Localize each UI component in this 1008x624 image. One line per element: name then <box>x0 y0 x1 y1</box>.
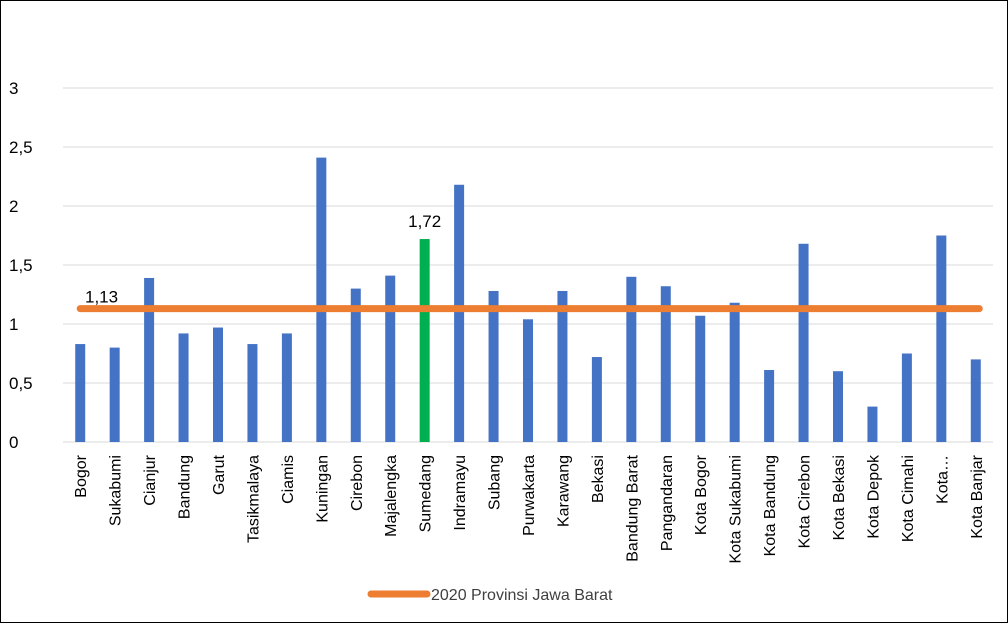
bar <box>695 315 706 442</box>
x-tick-label: Bandung Barat <box>624 454 641 561</box>
bar <box>591 357 602 442</box>
x-tick-label: Pangandaran <box>659 455 676 551</box>
bar <box>454 184 465 442</box>
x-tick-label: Sukabumi <box>108 455 125 526</box>
x-tick-label: Ciamis <box>280 455 297 504</box>
y-tick-label: 3 <box>9 79 18 98</box>
bar <box>867 406 878 442</box>
legend-label: 2020 Provinsi Jawa Barat <box>431 587 613 604</box>
x-tick-label: Kuningan <box>314 455 331 523</box>
bar <box>488 290 499 442</box>
x-tick-label: Kota Cimahi <box>900 455 917 542</box>
x-tick-label: Subang <box>487 455 504 510</box>
bar <box>764 370 775 442</box>
bar <box>523 319 533 442</box>
y-tick-label: 0,5 <box>9 374 33 393</box>
bar <box>936 235 947 442</box>
bar <box>144 277 155 442</box>
bar <box>660 286 671 442</box>
x-tick-label: Kota Banjar <box>969 454 986 538</box>
bar <box>901 353 912 442</box>
bar <box>626 276 637 442</box>
x-tick-label: Sumedang <box>418 455 435 532</box>
bar <box>109 347 120 442</box>
x-tick-label: Majalengka <box>383 455 400 537</box>
y-tick-label: 2,5 <box>9 138 33 157</box>
x-tick-label: Kota Sukabumi <box>728 455 745 564</box>
x-tick-label: Tasikmalaya <box>245 455 262 543</box>
bar <box>213 327 223 442</box>
x-tick-label: Kota Bekasi <box>831 455 848 540</box>
reference-line-label: 1,13 <box>85 288 118 307</box>
x-tick-label: Indramayu <box>452 455 469 531</box>
x-tick-label: Bandung <box>177 455 194 519</box>
x-tick-label: Garut <box>211 454 228 495</box>
bar <box>316 157 327 442</box>
x-tick-label: Bogor <box>73 454 90 497</box>
bar <box>350 288 361 442</box>
y-tick-label: 1 <box>9 315 18 334</box>
bar <box>729 302 740 442</box>
data-label: 1,72 <box>408 212 441 231</box>
bar <box>419 239 430 442</box>
y-tick-label: 2 <box>9 197 18 216</box>
bar <box>798 243 809 442</box>
x-tick-label: Kota Cirebon <box>797 455 814 548</box>
bar <box>833 371 843 442</box>
bar <box>970 359 981 442</box>
y-tick-label: 0 <box>9 433 18 452</box>
x-tick-label: Kota Bogor <box>693 454 710 535</box>
x-tick-label: Kota Bandung <box>762 455 779 556</box>
bar <box>75 344 86 442</box>
x-tick-label: Bekasi <box>590 455 607 503</box>
x-tick-label: Karawang <box>555 455 572 527</box>
x-tick-label: Cirebon <box>349 455 366 511</box>
bar <box>557 290 568 442</box>
x-tick-label: Kota Depok <box>865 454 882 539</box>
bar <box>281 333 292 442</box>
x-tick-label: Kota… <box>934 455 951 504</box>
x-tick-label: Cianjur <box>142 454 159 505</box>
y-tick-label: 1,5 <box>9 256 33 275</box>
bar <box>178 333 189 442</box>
bar <box>385 275 396 442</box>
x-tick-label: Purwakarta <box>521 455 538 536</box>
bar <box>247 344 258 442</box>
